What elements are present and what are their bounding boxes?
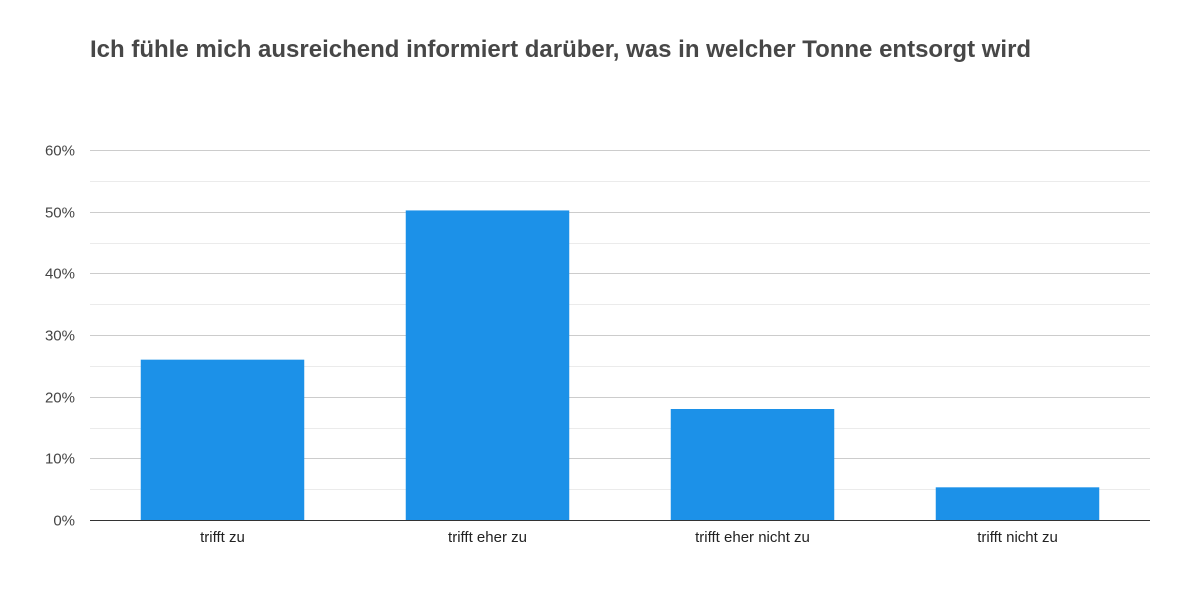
bar-1 [140,359,305,520]
x-tick-label: trifft zu [200,529,245,546]
x-tick-label: trifft eher nicht zu [695,529,810,546]
bar-2 [405,210,570,520]
y-tick-label: 20% [45,390,75,407]
y-tick-label: 60% [45,143,75,160]
y-tick-label: 30% [45,328,75,345]
bar-3 [670,409,835,520]
y-tick-label: 40% [45,266,75,283]
x-tick-label: trifft eher zu [448,529,527,546]
bar-4 [935,487,1100,520]
y-tick-label: 10% [45,451,75,468]
y-tick-label: 0% [53,513,75,530]
chart-title: Ich fühle mich ausreichend informiert da… [90,36,1032,63]
y-tick-label: 50% [45,205,75,222]
x-tick-label: trifft nicht zu [977,529,1058,546]
